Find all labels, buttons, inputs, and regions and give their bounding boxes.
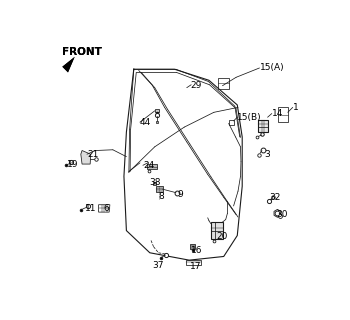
Text: 8: 8 bbox=[159, 192, 164, 201]
Polygon shape bbox=[258, 120, 268, 132]
Text: 44: 44 bbox=[140, 118, 151, 127]
Text: 15(A): 15(A) bbox=[259, 63, 284, 72]
Text: 20: 20 bbox=[217, 232, 228, 241]
Text: 38: 38 bbox=[149, 178, 161, 187]
Text: 21: 21 bbox=[87, 150, 98, 159]
Polygon shape bbox=[155, 109, 159, 112]
Polygon shape bbox=[156, 186, 163, 192]
Text: 14: 14 bbox=[272, 109, 283, 118]
Text: FRONT: FRONT bbox=[62, 47, 102, 57]
Text: 32: 32 bbox=[269, 193, 281, 202]
Polygon shape bbox=[147, 164, 157, 170]
Text: 9: 9 bbox=[177, 190, 183, 199]
Polygon shape bbox=[190, 244, 195, 249]
Text: 30: 30 bbox=[276, 210, 287, 219]
Text: 29: 29 bbox=[190, 81, 202, 90]
Text: 19: 19 bbox=[66, 160, 78, 169]
Text: 11: 11 bbox=[85, 204, 97, 213]
Text: FRONT: FRONT bbox=[62, 47, 102, 57]
Polygon shape bbox=[62, 57, 75, 72]
Polygon shape bbox=[62, 57, 75, 72]
Text: 15(B): 15(B) bbox=[237, 113, 262, 122]
Text: 6: 6 bbox=[104, 204, 110, 213]
Text: 24: 24 bbox=[143, 161, 154, 170]
Text: 37: 37 bbox=[153, 261, 164, 270]
Text: 16: 16 bbox=[191, 246, 203, 255]
Polygon shape bbox=[211, 222, 223, 239]
Text: 3: 3 bbox=[264, 150, 270, 159]
Text: 1: 1 bbox=[293, 103, 299, 112]
Polygon shape bbox=[81, 150, 91, 164]
Text: 17: 17 bbox=[190, 262, 201, 271]
Polygon shape bbox=[153, 182, 156, 185]
